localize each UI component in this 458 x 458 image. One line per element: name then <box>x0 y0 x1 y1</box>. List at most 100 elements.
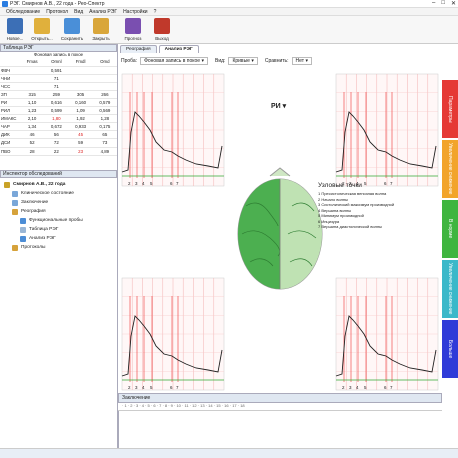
left-hemisphere <box>238 179 280 289</box>
menu-view[interactable]: Вид <box>74 8 84 15</box>
menu-protocol[interactable]: Протокол <box>46 8 69 15</box>
key-point-item: 1 Пресистолическая венозная волна <box>318 191 387 196</box>
app-icon <box>2 1 8 7</box>
tree-item[interactable]: Анализ РЭГ <box>0 234 117 243</box>
table-cell <box>92 74 117 83</box>
brain-map <box>237 167 323 290</box>
inspector-panel: Инспектор обследований Смирнов А.В., 22 … <box>0 170 118 448</box>
table-row: ЧСС 71 <box>0 82 117 91</box>
table-cell: 45 <box>68 130 93 140</box>
row-name: ЧАР <box>0 122 20 132</box>
probe-select[interactable]: Фоновая запись в покое ▾ <box>140 57 208 65</box>
analysis-canvas: 2 3 4 5 6 7 2 3 4 5 6 72 3 4 5 6 7 2 3 4 5 6 7 <box>118 66 442 403</box>
rzg-table-subtitle: Фоновая запись в покое <box>33 52 84 57</box>
table-cell <box>68 66 93 75</box>
side-tab-4[interactable]: Увеличение снижение <box>442 260 458 318</box>
curve-point-label: 4 <box>356 181 359 186</box>
tree-item-label: Реография <box>21 209 46 214</box>
table-row: ФВЧ 0,591 <box>0 66 117 75</box>
row-name: ПВО <box>0 147 20 156</box>
maximize-button[interactable]: □ <box>441 0 445 6</box>
menu-help[interactable]: ? <box>153 8 157 15</box>
tree-item[interactable]: Таблица РЭГ <box>0 225 117 234</box>
menu-reg-analysis[interactable]: Анализ РЭГ <box>89 8 118 15</box>
menu-settings[interactable]: Настройки <box>123 8 148 15</box>
curve-point-label: 7 <box>390 181 393 186</box>
curve-point-label: 4 <box>142 385 145 390</box>
tree-node-icon <box>20 226 26 233</box>
side-tab-5[interactable]: Больше <box>442 320 458 378</box>
close-button[interactable]: Закрыть <box>89 18 113 41</box>
tree-item[interactable]: Смирнов А.В., 22 года <box>0 180 117 189</box>
table-row: РИЛ 1,23 0,599 1,09 0,569 <box>0 106 117 116</box>
table-cell: 71 <box>44 82 69 91</box>
tab-rheography[interactable]: Реография <box>120 45 157 53</box>
conclusion-header: Заключение <box>118 393 442 403</box>
table-cell <box>92 66 117 75</box>
table-row: ЗП 315 259 305 266 <box>0 90 117 99</box>
tree-item[interactable]: Реография <box>0 207 117 216</box>
curve-point-label: 4 <box>356 385 359 390</box>
save-icon <box>64 18 80 34</box>
forecast-button[interactable]: Прогноз <box>121 18 145 41</box>
table-cell: 0,569 <box>92 106 117 116</box>
table-cell: 4,89 <box>92 147 117 156</box>
table-cell: 28 <box>20 147 45 156</box>
open-button[interactable]: Открыть... <box>30 18 54 41</box>
table-row: РИ 1,10 0,616 0,160 0,579 <box>0 98 117 108</box>
table-cell: 305 <box>68 90 93 99</box>
table-cell: 56 <box>44 130 69 140</box>
side-tab-1[interactable]: Параметры <box>442 80 458 138</box>
row-name: ФВЧ <box>0 66 20 75</box>
tree-item[interactable]: Протоколы <box>0 243 117 252</box>
curve-point-label: 5 <box>364 385 367 390</box>
index-select[interactable]: РИ ▾ <box>271 103 287 110</box>
curve-point-label: 3 <box>349 385 352 390</box>
toolbar: Новое... Открыть... Сохранить Закрыть Пр… <box>0 16 458 44</box>
close-folder-icon <box>93 18 109 34</box>
side-tab-3[interactable]: В норме <box>442 200 458 258</box>
curve-point-label: 3 <box>349 181 352 186</box>
tab-reg-analysis[interactable]: Анализ РЭГ <box>158 45 199 53</box>
tree-node-icon <box>12 190 18 197</box>
menu-examination[interactable]: Обследование <box>6 8 41 15</box>
document-tabs: Реография Анализ РЭГ <box>120 45 199 53</box>
table-cell: 1,09 <box>68 106 93 116</box>
table-cell: 2,10 <box>20 114 45 124</box>
table-cell: 59 <box>68 138 93 148</box>
rheogram-curve <box>335 315 437 377</box>
close-window-button[interactable]: ✕ <box>450 1 456 7</box>
side-tab-2[interactable]: Увеличение снижение <box>442 140 458 198</box>
table-row: ДИК 46 56 45 65 <box>0 130 117 140</box>
row-name: РИ <box>0 98 20 108</box>
curve-point-label: 2 <box>342 385 345 390</box>
row-name: ЧСС <box>0 82 20 91</box>
minimize-button[interactable]: – <box>432 0 436 6</box>
compare-select[interactable]: Нет ▾ <box>291 57 312 65</box>
exit-button[interactable]: Выход <box>150 18 174 41</box>
save-button[interactable]: Сохранить <box>60 18 84 41</box>
tree-item[interactable]: Клиническое состояние <box>0 189 117 198</box>
exit-icon <box>154 18 170 34</box>
table-cell: 52 <box>20 138 45 148</box>
table-cell <box>20 74 45 83</box>
new-button[interactable]: Новое... <box>3 18 27 41</box>
tree-node-icon <box>20 217 26 224</box>
table-cell: 0,933 <box>68 122 93 132</box>
table-row: ПВО 28 22 23 4,89 <box>0 147 117 156</box>
table-cell: 0,616 <box>44 98 69 108</box>
table-cell: 46 <box>20 130 45 140</box>
table-cell: 0,175 <box>92 122 117 132</box>
view-select[interactable]: Кривые ▾ <box>228 57 258 65</box>
table-header-cell <box>0 58 20 67</box>
tree-item-label: Анализ РЭГ <box>29 236 56 241</box>
new-document-icon <box>7 18 23 34</box>
conclusion-editor[interactable] <box>118 411 442 448</box>
table-row: ЧАР 1,34 0,672 0,933 0,175 <box>0 122 117 132</box>
tree-item[interactable]: Функциональные пробы <box>0 216 117 225</box>
tree-item[interactable]: Заключение <box>0 198 117 207</box>
rzg-table: Fmas Omnl Fmdl Omd ФВЧ 0,591 ЧНИ 71 ЧСС 71 ЗП 315 25… <box>0 58 117 156</box>
rzg-table-panel: Таблица РЭГ Фоновая запись в покое Fmas O… <box>0 44 118 170</box>
